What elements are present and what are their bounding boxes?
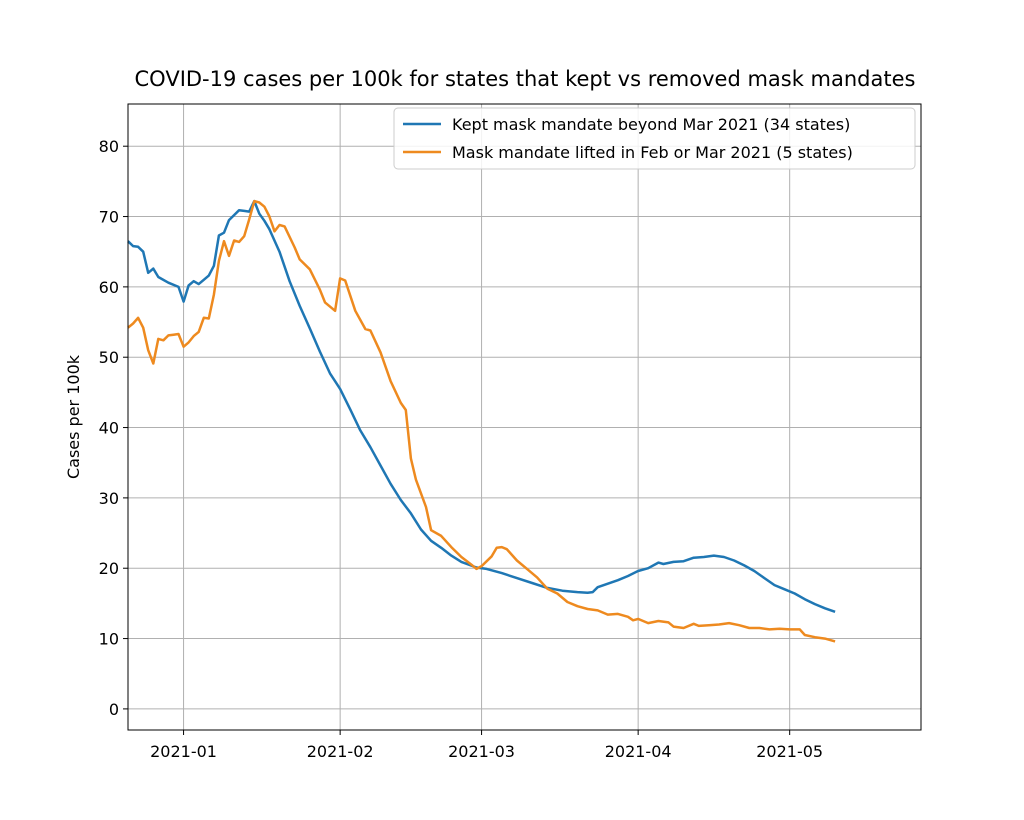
y-tick-label: 80 [99,137,119,156]
y-tick-label: 70 [99,208,119,227]
y-tick-label: 40 [99,419,119,438]
legend-label-lifted: Mask mandate lifted in Feb or Mar 2021 (… [452,143,853,162]
x-tick-label: 2021-03 [448,742,515,761]
y-tick-label: 50 [99,348,119,367]
x-tick-label: 2021-05 [756,742,823,761]
x-tick-label: 2021-01 [150,742,217,761]
x-tick-label: 2021-04 [605,742,672,761]
axis-ticks: 0 10 20 30 40 50 60 70 80 2021-01 2021-02 2021-03 20… [99,137,823,761]
legend-label-kept: Kept mask mandate beyond Mar 2021 (34 st… [452,115,850,134]
y-axis-label: Cases per 100k [64,354,83,479]
series-line-lifted [127,199,836,643]
series-lines [127,199,836,643]
y-tick-label: 20 [99,559,119,578]
chart-title: COVID-19 cases per 100k for states that … [135,67,916,91]
plot-frame [127,103,922,731]
y-tick-label: 10 [99,630,119,649]
y-tick-label: 30 [99,489,119,508]
y-tick-label: 0 [109,700,119,719]
series-line-kept [127,199,836,613]
x-tick-label: 2021-02 [307,742,374,761]
legend-box [393,107,916,170]
legend: Kept mask mandate beyond Mar 2021 (34 st… [393,107,916,170]
y-tick-label: 60 [99,278,119,297]
